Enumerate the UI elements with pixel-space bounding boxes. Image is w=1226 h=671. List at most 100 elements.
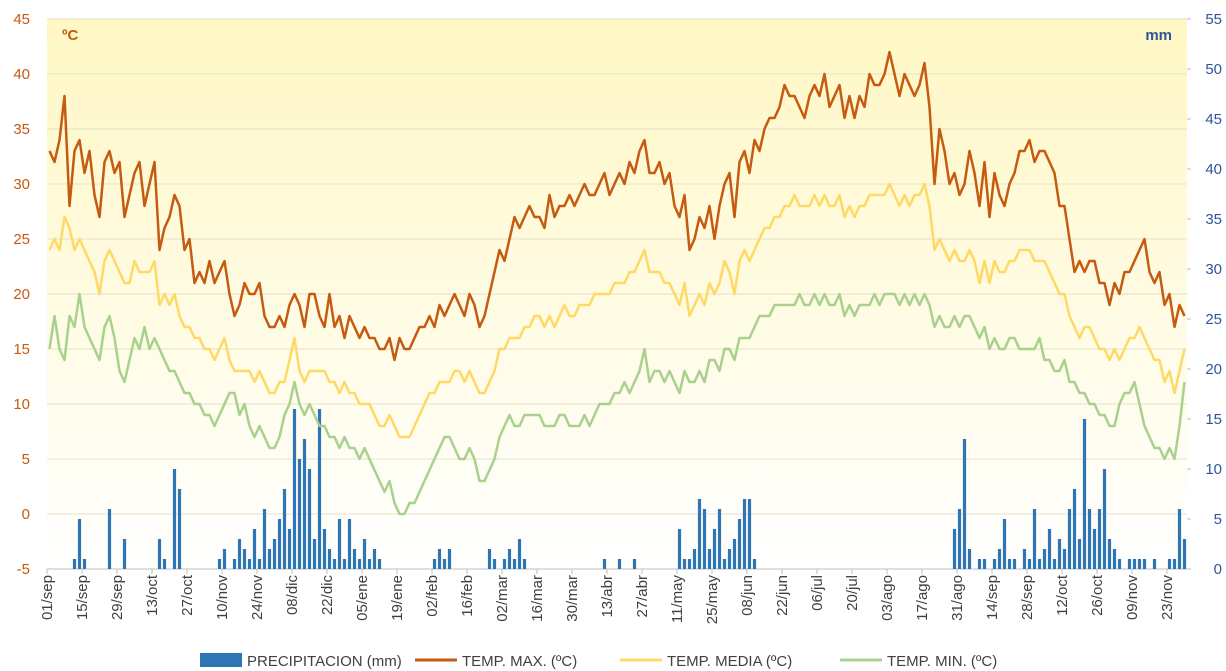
precip-bar (1082, 419, 1087, 569)
temp-line (48, 292, 1186, 516)
legend-swatch (200, 653, 242, 667)
precip-bar (1117, 559, 1122, 569)
precip-bar (712, 529, 717, 569)
legend-label: PRECIPITACION (mm) (247, 653, 402, 670)
precip-bar (1022, 549, 1027, 569)
precip-bar (342, 559, 347, 569)
x-tick-label: 01/sep (39, 575, 56, 620)
precip-bar (967, 549, 972, 569)
y-tick-label: 25 (13, 231, 30, 248)
precip-bar (1167, 559, 1172, 569)
precip-bar (732, 539, 737, 569)
precip-bar (602, 559, 607, 569)
precip-bar (327, 549, 332, 569)
precip-bar (292, 409, 297, 569)
x-tick-label: 12/oct (1054, 574, 1071, 616)
precip-bar (517, 539, 522, 569)
y2-tick-label: 40 (1205, 161, 1222, 178)
x-tick-label: 02/mar (494, 575, 511, 622)
temp-line (48, 182, 1186, 439)
precip-bar (1067, 509, 1072, 569)
precip-bar (1152, 559, 1157, 569)
x-tick-label: 02/feb (424, 575, 441, 617)
y2-tick-label: 0 (1214, 561, 1222, 578)
precip-bar (287, 529, 292, 569)
precip-bar (277, 519, 282, 569)
legend-label: TEMP. MEDIA (ºC) (667, 653, 792, 670)
precip-bar (82, 559, 87, 569)
precip-bar (982, 559, 987, 569)
y-tick-label: 35 (13, 121, 30, 138)
precip-bar (1142, 559, 1147, 569)
precip-bar (1042, 549, 1047, 569)
precip-bar (512, 559, 517, 569)
legend-label: TEMP. MAX. (ºC) (462, 653, 577, 670)
legend-label: TEMP. MIN. (ºC) (887, 653, 997, 670)
precip-bar (172, 469, 177, 569)
precip-bar (492, 559, 497, 569)
precip-bar (347, 519, 352, 569)
precip-bar (1127, 559, 1132, 569)
x-tick-label: 20/jul (844, 575, 861, 611)
precip-bar (252, 529, 257, 569)
precip-bar (157, 539, 162, 569)
precip-bar (367, 559, 372, 569)
precip-bar (737, 519, 742, 569)
precip-bar (1107, 539, 1112, 569)
precip-bar (1012, 559, 1017, 569)
precip-bar (1007, 559, 1012, 569)
precip-bar (232, 559, 237, 569)
x-tick-label: 31/ago (949, 575, 966, 621)
x-tick-label: 22/jun (774, 575, 791, 616)
precip-bar (1102, 469, 1107, 569)
precip-bar (332, 559, 337, 569)
precip-bar (107, 509, 112, 569)
y2-tick-label: 55 (1205, 11, 1222, 28)
precip-bar (752, 559, 757, 569)
precip-bar (962, 439, 967, 569)
precip-bar (1002, 519, 1007, 569)
precip-bar (677, 529, 682, 569)
precip-bar (72, 559, 77, 569)
precip-bar (487, 549, 492, 569)
precip-bar (697, 499, 702, 569)
y-tick-label: 5 (22, 451, 30, 468)
precip-bar (522, 559, 527, 569)
precip-bar (692, 549, 697, 569)
precip-bar (377, 559, 382, 569)
y2-tick-label: 10 (1205, 461, 1222, 478)
x-tick-label: 30/mar (564, 575, 581, 622)
precip-bar (257, 559, 262, 569)
precip-bar (237, 539, 242, 569)
y2-tick-label: 15 (1205, 411, 1222, 428)
x-tick-label: 13/abr (599, 575, 616, 618)
precip-bar (717, 509, 722, 569)
y-tick-label: 45 (13, 11, 30, 28)
y2-tick-label: 5 (1214, 511, 1222, 528)
precip-bar (1087, 509, 1092, 569)
x-tick-label: 27/oct (179, 574, 196, 616)
x-tick-label: 03/ago (879, 575, 896, 621)
precip-bar (977, 559, 982, 569)
y2-tick-label: 20 (1205, 361, 1222, 378)
x-tick-label: 14/sep (984, 575, 1001, 620)
y-tick-label: 20 (13, 286, 30, 303)
precip-bar (77, 519, 82, 569)
y2-tick-label: 30 (1205, 261, 1222, 278)
precip-bar (1027, 559, 1032, 569)
x-tick-label: 28/sep (1019, 575, 1036, 620)
precip-bar (682, 559, 687, 569)
precip-bar (747, 499, 752, 569)
precip-bar (312, 539, 317, 569)
precip-bar (617, 559, 622, 569)
precip-bar (1057, 539, 1062, 569)
precip-bar (1097, 509, 1102, 569)
precip-bar (1062, 549, 1067, 569)
precip-bar (222, 549, 227, 569)
y2-tick-label: 25 (1205, 311, 1222, 328)
precip-bar (177, 489, 182, 569)
temp-line (48, 50, 1186, 362)
precip-bar (372, 549, 377, 569)
precip-bar (352, 549, 357, 569)
precip-bar (362, 539, 367, 569)
